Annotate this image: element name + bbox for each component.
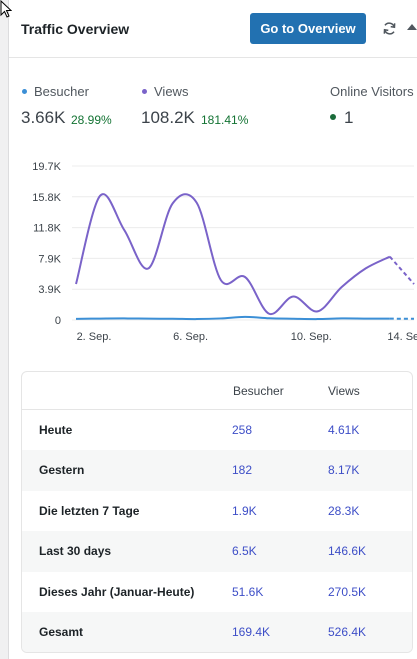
views-change: 181.41% <box>201 113 249 127</box>
series-line-besucher <box>75 315 390 321</box>
series-line-views <box>75 193 391 315</box>
views-value[interactable]: 526.4K <box>328 624 367 639</box>
besucher-value[interactable]: 51.6K <box>232 584 264 599</box>
y-tick-label: 7.9K <box>38 253 61 265</box>
traffic-overview-widget: Traffic Overview Go to Overview Besucher… <box>8 0 417 659</box>
views-value[interactable]: 8.17K <box>328 463 360 478</box>
online-visitors-label: Online Visitors <box>330 84 414 99</box>
visitors-label: Besucher <box>34 84 89 99</box>
y-tick-label: 0 <box>55 315 61 327</box>
views-value: 108.2K <box>141 108 195 127</box>
views-value[interactable]: 4.61K <box>328 423 360 437</box>
visitors-change: 28.99% <box>71 113 112 127</box>
caret-up-icon[interactable] <box>407 23 417 31</box>
besucher-value[interactable]: 182 <box>232 463 253 478</box>
column-header-views: Views <box>328 384 360 398</box>
row-label: Dieses Jahr (Januar-Heute) <box>39 584 195 599</box>
table-row: Gesamt 169.4K 526.4K <box>22 611 412 652</box>
x-tick-label: 6. Sep. <box>173 331 208 343</box>
x-tick-label: 14. Sep. <box>387 331 417 343</box>
series-forecast-views <box>389 256 415 285</box>
x-tick-label: 2. Sep. <box>77 331 112 343</box>
y-tick-label: 15.8K <box>32 192 61 204</box>
row-label: Gestern <box>39 463 85 478</box>
visitors-value: 3.66K <box>21 108 66 127</box>
besucher-value[interactable]: 258 <box>232 423 253 437</box>
besucher-value[interactable]: 1.9K <box>232 503 257 518</box>
row-label: Gesamt <box>39 624 84 639</box>
views-label: Views <box>154 84 189 99</box>
mouse-pointer-icon <box>0 0 12 18</box>
refresh-icon[interactable] <box>382 21 397 36</box>
table-row: Gestern 182 8.17K <box>22 450 412 491</box>
views-value[interactable]: 28.3K <box>328 503 360 518</box>
widget-title: Traffic Overview <box>21 21 130 37</box>
visitors-legend-dot <box>22 89 27 94</box>
y-tick-label: 19.7K <box>32 161 61 173</box>
row-label: Die letzten 7 Tage <box>39 503 140 518</box>
views-legend-dot <box>142 89 147 94</box>
row-label: Heute <box>39 423 73 437</box>
y-tick-label: 3.9K <box>38 284 61 296</box>
views-value[interactable]: 270.5K <box>328 584 367 599</box>
table-header: Besucher Views <box>22 372 412 410</box>
stats-summary: Besucher 3.66K 28.99% Views 108.2K 181.4… <box>9 80 417 130</box>
x-tick-label: 10. Sep. <box>291 331 332 343</box>
views-value[interactable]: 146.6K <box>328 544 367 559</box>
besucher-value[interactable]: 169.4K <box>232 624 271 639</box>
table-row: Heute 258 4.61K <box>22 410 412 450</box>
row-label: Last 30 days <box>39 544 112 559</box>
table-row: Dieses Jahr (Januar-Heute) 51.6K 270.5K <box>22 572 412 612</box>
column-header-besucher: Besucher <box>233 384 284 398</box>
y-tick-label: 11.8K <box>33 223 62 235</box>
online-status-dot <box>330 114 336 120</box>
besucher-value[interactable]: 6.5K <box>232 544 257 559</box>
table-row: Die letzten 7 Tage 1.9K 28.3K <box>22 491 412 531</box>
traffic-summary-table: Besucher Views Heute 258 4.61K Gestern 182 8.… <box>21 371 413 653</box>
widget-header: Traffic Overview Go to Overview <box>9 0 417 58</box>
online-visitors-value: 1 <box>344 108 354 127</box>
traffic-line-chart: 19.7K 15.8K 11.8K 7.9K 3.9K 0 2. Sep. 6. Sep. 10… <box>32 161 417 343</box>
go-to-overview-button[interactable]: Go to Overview <box>250 13 366 44</box>
table-row: Last 30 days 6.5K 146.6K <box>22 531 412 572</box>
